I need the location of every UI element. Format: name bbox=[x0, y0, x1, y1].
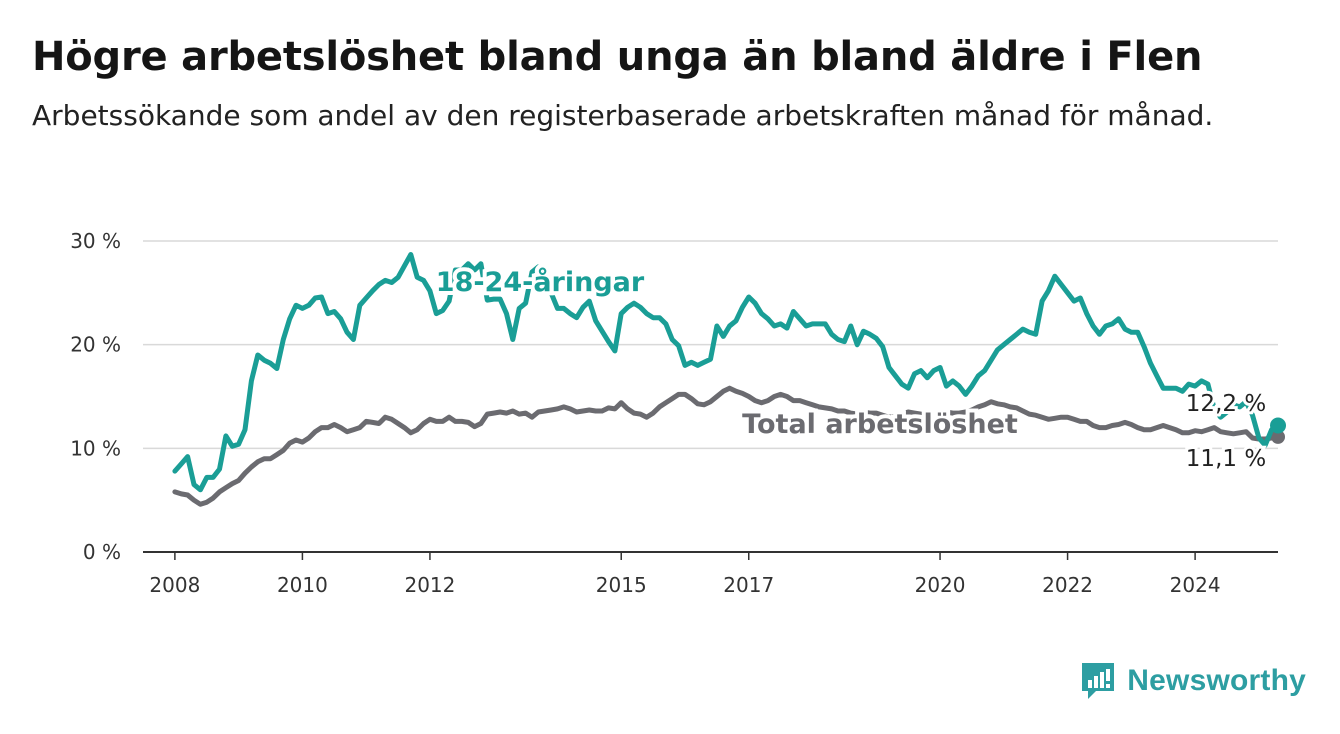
y-tick-label: 20 % bbox=[70, 333, 121, 357]
x-tick-label: 2017 bbox=[723, 573, 774, 597]
x-tick-label: 2020 bbox=[915, 573, 966, 597]
series-label-total: Total arbetslöshet bbox=[742, 409, 1018, 440]
brand-logo: Newsworthy bbox=[1079, 660, 1306, 702]
y-tick-label: 10 % bbox=[70, 436, 121, 460]
end-value-label-total: 11,1 % bbox=[1186, 446, 1266, 472]
series-line-total bbox=[172, 385, 1281, 507]
brand-name: Newsworthy bbox=[1127, 664, 1306, 697]
y-tick-label: 30 % bbox=[70, 229, 121, 253]
end-point-youth bbox=[1270, 417, 1286, 434]
series-label-youth: 18-24-åringar bbox=[436, 266, 645, 298]
chart-subtitle: Arbetssökande som andel av den registerb… bbox=[32, 99, 1214, 132]
x-tick-label: 2015 bbox=[596, 573, 647, 597]
line-chart: 0 % 10 % 20 % 30 % 2008 2010 2012 2015 2017 2020 2… bbox=[70, 229, 1286, 597]
newsworthy-logo-icon bbox=[1082, 663, 1115, 699]
chart-title: Högre arbetslöshet bland unga än bland ä… bbox=[32, 34, 1203, 80]
end-value-label-youth: 12,2 % bbox=[1186, 391, 1266, 417]
y-tick-label: 0 % bbox=[83, 540, 121, 564]
x-tick-label: 2024 bbox=[1170, 573, 1221, 597]
x-tick-label: 2010 bbox=[277, 573, 328, 597]
end-point-total bbox=[1271, 429, 1285, 444]
x-tick-label: 2008 bbox=[149, 573, 200, 597]
x-tick-label: 2012 bbox=[404, 573, 455, 597]
x-tick-label: 2022 bbox=[1042, 573, 1093, 597]
series-line-youth bbox=[172, 252, 1281, 493]
